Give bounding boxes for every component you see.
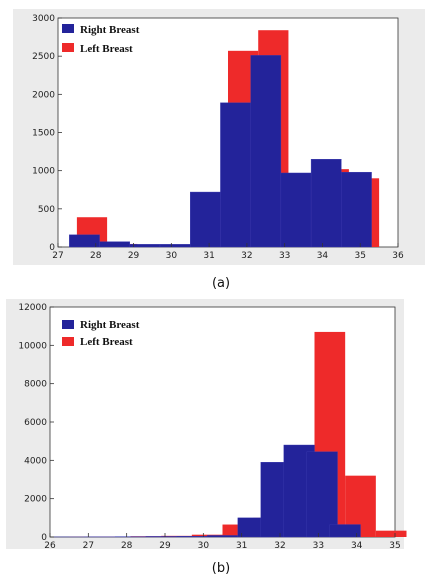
bar-right-breast: [280, 172, 312, 248]
chart-b-legend: Right Breast Left Breast: [62, 319, 140, 348]
x-tick-label: 35: [354, 251, 365, 261]
chart-b: 26 27 28 29 30 31 32 33 34 35 0 2000 4000 6000 8000 100…: [6, 299, 407, 576]
x-tick-label: 32: [274, 541, 285, 551]
bar-right-breast: [306, 451, 338, 538]
x-tick-label: 29: [159, 541, 171, 551]
bar-right-breast: [129, 244, 161, 248]
x-tick-label: 34: [317, 251, 329, 261]
x-tick-label: 33: [279, 251, 290, 261]
y-tick-label: 6000: [24, 418, 47, 428]
chart-a-caption: (a): [212, 276, 230, 291]
y-tick-label: 10000: [18, 341, 47, 351]
bar-right-breast: [250, 55, 282, 248]
x-tick-label: 26: [44, 541, 56, 551]
x-tick-label: 27: [83, 541, 94, 551]
y-tick-label: 2500: [32, 52, 55, 62]
x-tick-label: 34: [351, 541, 363, 551]
chart-b-axes: 26 27 28 29 30 31 32 33 34 35 0 2000 4000 6000 8000 100…: [18, 303, 400, 551]
x-tick-label: 31: [203, 251, 214, 261]
legend-swatch-left-breast: [62, 43, 74, 52]
chart-b-caption: (b): [212, 561, 230, 576]
y-tick-label: 8000: [24, 380, 47, 390]
x-tick-label: 32: [241, 251, 252, 261]
bar-right-breast: [190, 191, 221, 248]
y-tick-label: 0: [41, 533, 47, 543]
chart-a-axes: 27 28 29 30 31 32 33 34 35 36 0 500 1000 1500 2000 2500…: [32, 14, 404, 261]
chart-a-legend: Right Breast Left Breast: [62, 24, 140, 55]
legend-label-left-breast: Left Breast: [80, 43, 133, 55]
chart-b-bars: [53, 331, 407, 538]
x-tick-label: 30: [166, 251, 178, 261]
x-tick-label: 35: [389, 541, 400, 551]
legend-label-right-breast: Right Breast: [80, 319, 140, 331]
bar-right-breast: [69, 234, 100, 248]
x-tick-label: 27: [52, 251, 63, 261]
x-tick-label: 28: [121, 541, 133, 551]
bar-right-breast: [99, 241, 130, 248]
x-tick-label: 33: [313, 541, 324, 551]
legend-label-left-breast: Left Breast: [80, 336, 133, 348]
x-tick-label: 30: [198, 541, 210, 551]
y-tick-label: 2000: [32, 90, 55, 100]
x-tick-label: 31: [236, 541, 247, 551]
legend-swatch-right-breast: [62, 24, 74, 33]
bar-right-breast: [329, 524, 361, 538]
x-tick-label: 29: [128, 251, 140, 261]
y-tick-label: 12000: [18, 303, 47, 313]
x-tick-label: 36: [392, 251, 404, 261]
bar-right-breast: [310, 159, 342, 248]
y-tick-label: 2000: [24, 495, 47, 505]
bar-right-breast: [206, 535, 239, 538]
bar-right-breast: [145, 536, 177, 538]
y-tick-label: 1000: [32, 167, 55, 177]
legend-label-right-breast: Right Breast: [80, 24, 140, 36]
y-tick-label: 3000: [32, 14, 55, 24]
bar-right-breast: [341, 171, 372, 248]
bar-left-breast: [375, 530, 407, 537]
y-tick-label: 1500: [32, 129, 55, 139]
bar-right-breast: [176, 536, 208, 538]
bar-right-breast: [220, 102, 251, 248]
y-tick-label: 500: [38, 205, 55, 215]
chart-a-bars: [69, 30, 380, 248]
chart-a: 27 28 29 30 31 32 33 34 35 36 0 500 1000 1500 2000 2500…: [13, 9, 425, 291]
legend-swatch-right-breast: [62, 320, 74, 329]
x-tick-label: 28: [90, 251, 102, 261]
y-tick-label: 4000: [24, 456, 47, 466]
bar-right-breast: [159, 244, 191, 248]
legend-swatch-left-breast: [62, 337, 74, 346]
y-tick-label: 0: [49, 243, 55, 253]
